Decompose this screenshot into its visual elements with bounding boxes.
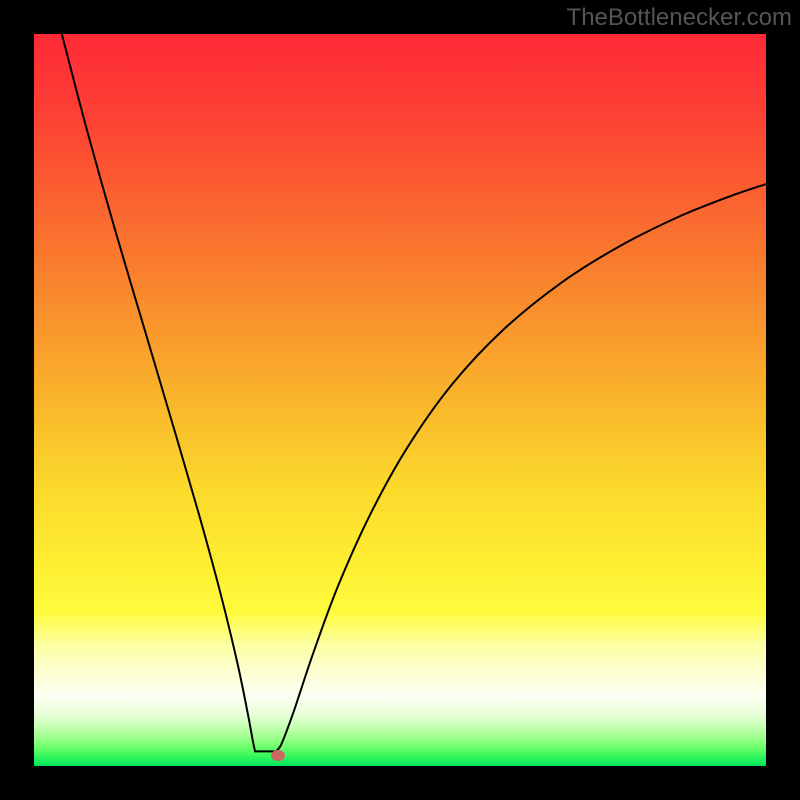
chart-container: TheBottlenecker.com [0, 0, 800, 800]
bottleneck-curve [62, 34, 766, 751]
watermark-text: TheBottlenecker.com [567, 4, 792, 32]
curve-layer [0, 0, 800, 800]
